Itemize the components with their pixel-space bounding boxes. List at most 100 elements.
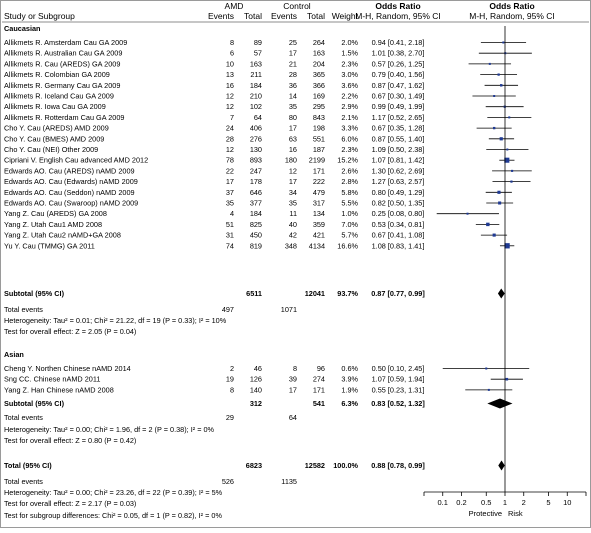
study-row-cau-7-marker bbox=[508, 116, 511, 119]
study-row-cau-16-marker bbox=[466, 212, 469, 215]
study-row-cau-14-events1: 37 bbox=[226, 188, 234, 197]
study-row-cau-13-total1: 178 bbox=[250, 177, 262, 186]
study-row-cau-17-total1: 825 bbox=[250, 220, 262, 229]
study-row-cau-9-or: 0.87 [0.55, 1.40] bbox=[372, 134, 425, 143]
x-tick-label-0.2: 0.2 bbox=[456, 498, 466, 507]
header-or: Odds Ratio bbox=[375, 1, 420, 11]
study-row-cau-12-events2: 12 bbox=[289, 166, 297, 175]
study-row-asn-0-events1: 2 bbox=[230, 364, 234, 373]
study-row-cau-8-events1: 24 bbox=[226, 124, 234, 133]
subtotal-total2-asian: 541 bbox=[313, 399, 325, 408]
study-row-cau-2-or: 0.57 [0.26, 1.25] bbox=[372, 59, 425, 68]
study-row-cau-4-total2: 366 bbox=[313, 81, 325, 90]
study-row-cau-17-events1: 51 bbox=[226, 220, 234, 229]
study-row-cau-14-weight: 5.8% bbox=[341, 188, 358, 197]
study-row-cau-16-label: Yang Z. Cau (AREDS) GA 2008 bbox=[4, 209, 107, 218]
study-row-cau-15-events2: 35 bbox=[289, 199, 297, 208]
study-row-cau-12-total2: 171 bbox=[313, 166, 325, 175]
study-row-asn-2-weight: 1.9% bbox=[341, 385, 358, 394]
study-row-cau-17-weight: 7.0% bbox=[341, 220, 358, 229]
study-row-asn-1-or: 1.07 [0.59, 1.94] bbox=[372, 375, 425, 384]
study-row-cau-5-label: Allikmets R. Iceland Cau GA 2009 bbox=[4, 92, 114, 101]
study-row-cau-7-or: 1.17 [0.52, 2.65] bbox=[372, 113, 425, 122]
study-row-cau-17-events2: 40 bbox=[289, 220, 297, 229]
study-row-cau-16-events2: 11 bbox=[289, 209, 297, 218]
study-row-cau-11-events1: 78 bbox=[226, 156, 234, 165]
study-row-cau-5-marker bbox=[493, 95, 496, 97]
study-row-cau-12-events1: 22 bbox=[226, 166, 234, 175]
study-row-cau-15-label: Edwards AO. Cau (Swaroop) nAMD 2009 bbox=[4, 199, 138, 208]
study-row-asn-0-events2: 8 bbox=[293, 364, 297, 373]
subtotal-label-asian: Subtotal (95% CI) bbox=[4, 399, 65, 408]
study-row-cau-6-events1: 12 bbox=[226, 102, 234, 111]
study-row-asn-1-label: Sng CC. Chinese nAMD 2011 bbox=[4, 375, 100, 384]
study-row-cau-14-total2: 479 bbox=[313, 188, 325, 197]
study-row-cau-19-total1: 819 bbox=[250, 241, 262, 250]
study-row-cau-5-weight: 2.2% bbox=[341, 92, 358, 101]
study-row-cau-10-events1: 12 bbox=[226, 145, 234, 154]
study-row-cau-15-or: 0.82 [0.50, 1.35] bbox=[372, 199, 425, 208]
study-row-cau-2-weight: 2.3% bbox=[341, 59, 358, 68]
study-row-cau-0-label: Allikmets R. Amsterdam Cau GA 2009 bbox=[4, 38, 127, 47]
study-row-cau-2-marker bbox=[488, 62, 491, 65]
study-row-cau-10-marker bbox=[506, 148, 509, 151]
study-row-cau-4-events1: 16 bbox=[226, 81, 234, 90]
study-row-cau-15-events1: 35 bbox=[226, 199, 234, 208]
header-events1: Events bbox=[208, 11, 234, 21]
study-row-cau-13-label: Edwards AO. Cau (Edwards) nAMD 2009 bbox=[4, 177, 138, 186]
total-label: Total (95% CI) bbox=[4, 461, 52, 470]
study-row-asn-0-label: Cheng Y. Northen Chinese nAMD 2014 bbox=[4, 364, 131, 373]
study-row-cau-16-weight: 1.0% bbox=[341, 209, 358, 218]
study-row-cau-3-or: 0.79 [0.40, 1.56] bbox=[372, 70, 425, 79]
study-row-cau-5-total1: 210 bbox=[250, 92, 262, 101]
study-row-cau-0-events1: 8 bbox=[230, 38, 234, 47]
study-row-cau-6-weight: 2.9% bbox=[341, 102, 358, 111]
study-row-cau-8-marker bbox=[492, 126, 496, 130]
header-total1: Total bbox=[244, 11, 262, 21]
header-group2: Control bbox=[283, 1, 311, 11]
study-row-cau-6-or: 0.99 [0.49, 1.99] bbox=[372, 102, 425, 111]
study-row-cau-10-or: 1.09 [0.50, 2.38] bbox=[372, 145, 425, 154]
study-row-cau-9-events2: 63 bbox=[289, 134, 297, 143]
overall-effect-asian: Test for overall effect: Z = 0.80 (P = 0… bbox=[4, 436, 136, 445]
total-events1-caucasian: 497 bbox=[222, 305, 234, 314]
study-row-cau-8-weight: 3.3% bbox=[341, 124, 358, 133]
study-row-cau-17-or: 0.53 [0.34, 0.81] bbox=[372, 220, 425, 229]
study-row-cau-8-events2: 17 bbox=[289, 124, 297, 133]
total-or: 0.88 [0.78, 0.99] bbox=[371, 461, 425, 470]
study-row-cau-4-weight: 3.6% bbox=[341, 81, 358, 90]
study-row-cau-8-total2: 198 bbox=[313, 124, 325, 133]
study-row-cau-15-total1: 377 bbox=[250, 199, 262, 208]
study-row-cau-13-events1: 17 bbox=[226, 177, 234, 186]
study-row-cau-0-total2: 264 bbox=[313, 38, 325, 47]
axis-label-risk: Risk bbox=[508, 509, 523, 518]
study-row-cau-18-total1: 450 bbox=[250, 231, 262, 240]
study-row-cau-6-total2: 295 bbox=[313, 102, 325, 111]
study-row-cau-19-marker bbox=[504, 243, 510, 249]
study-row-asn-2-total2: 171 bbox=[313, 385, 325, 394]
study-row-cau-10-events2: 16 bbox=[289, 145, 297, 154]
study-row-cau-16-total1: 184 bbox=[250, 209, 262, 218]
study-row-asn-0-marker bbox=[485, 367, 488, 370]
x-tick-label-2: 2 bbox=[522, 498, 526, 507]
study-row-cau-12-label: Edwards AO. Cau (AREDS) nAMD 2009 bbox=[4, 166, 135, 175]
study-row-cau-1-total1: 57 bbox=[254, 49, 262, 58]
study-row-cau-9-total1: 276 bbox=[250, 134, 262, 143]
study-row-cau-17-total2: 359 bbox=[313, 220, 325, 229]
study-row-cau-19-label: Yu Y. Cau (TMMG) GA 2011 bbox=[4, 241, 95, 250]
x-tick-label-0.1: 0.1 bbox=[438, 498, 448, 507]
study-row-asn-2-marker bbox=[487, 388, 490, 391]
study-row-asn-1-marker bbox=[505, 377, 509, 381]
study-row-cau-13-total2: 222 bbox=[313, 177, 325, 186]
study-row-cau-18-or: 0.67 [0.41, 1.08] bbox=[372, 231, 425, 240]
study-row-cau-3-weight: 3.0% bbox=[341, 70, 358, 79]
header-or-sub: M-H, Random, 95% CI bbox=[355, 11, 441, 21]
study-row-cau-11-marker bbox=[504, 157, 510, 163]
study-row-cau-1-weight: 1.5% bbox=[341, 49, 358, 58]
study-row-cau-6-total1: 102 bbox=[250, 102, 262, 111]
study-row-asn-1-total1: 126 bbox=[250, 375, 262, 384]
study-row-cau-7-weight: 2.1% bbox=[341, 113, 358, 122]
study-row-cau-3-total2: 365 bbox=[313, 70, 325, 79]
